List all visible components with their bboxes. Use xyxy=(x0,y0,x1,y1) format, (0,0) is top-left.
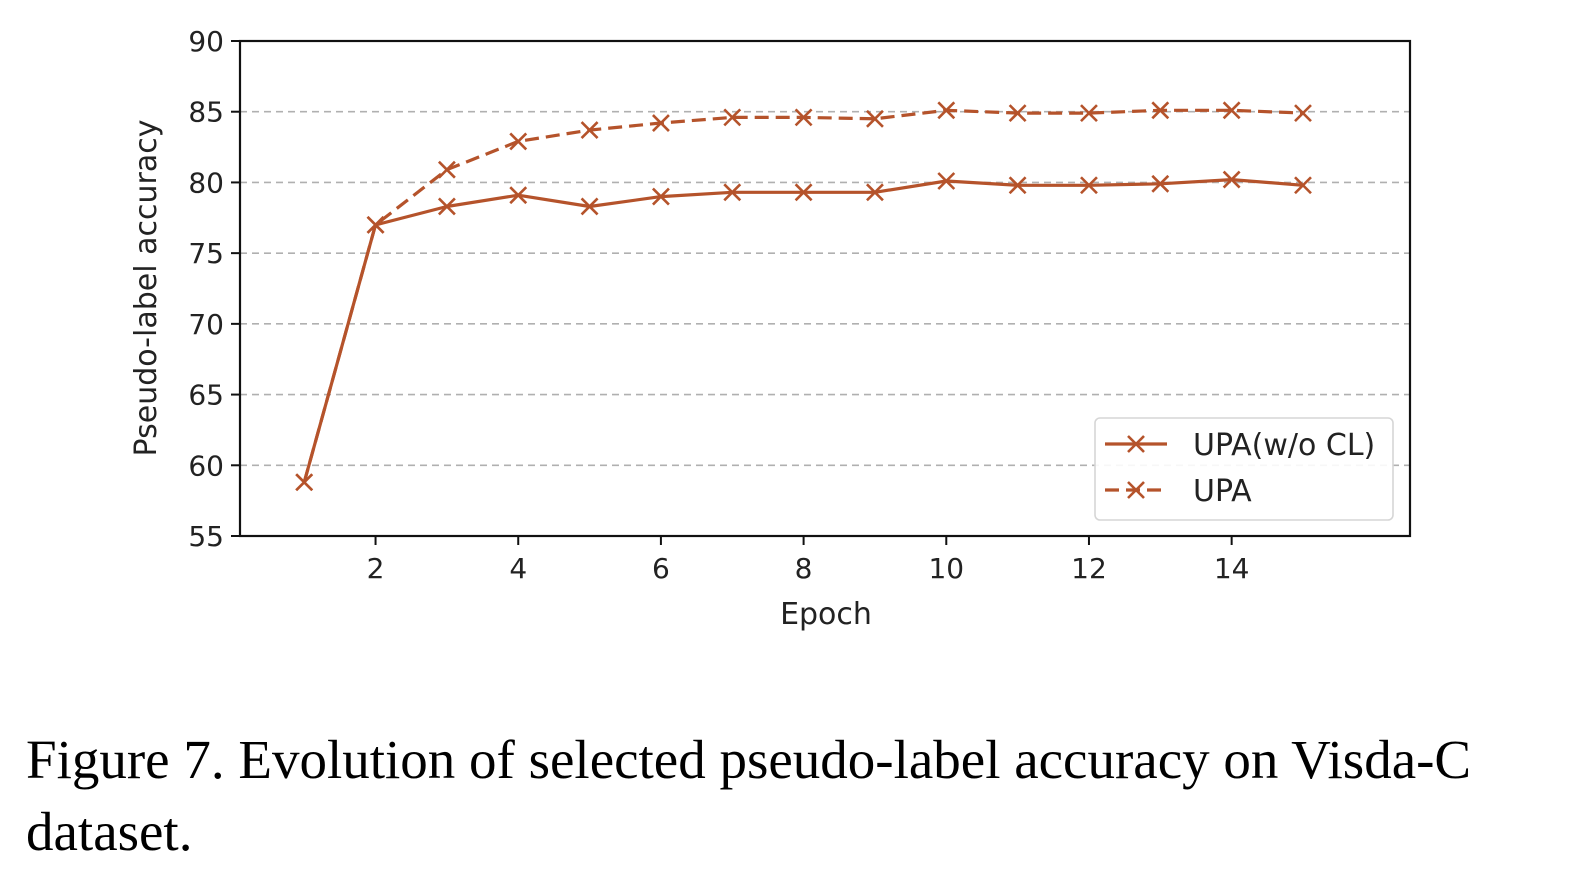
marker-stroke xyxy=(1294,104,1312,123)
marker-stroke xyxy=(937,101,956,120)
data-point-marker xyxy=(1151,101,1170,120)
marker-stroke xyxy=(1080,104,1098,123)
x-tick-label: 4 xyxy=(509,552,527,585)
data-point-marker xyxy=(1294,176,1312,195)
marker-stroke xyxy=(723,108,742,127)
legend-label: UPA xyxy=(1193,474,1252,509)
data-point-marker xyxy=(866,109,884,128)
data-point-marker xyxy=(794,183,813,202)
y-tick-label: 90 xyxy=(188,25,224,58)
marker-stroke xyxy=(866,109,884,128)
legend: UPA(w/o CL) UPA xyxy=(1094,417,1394,521)
marker-stroke xyxy=(295,473,314,492)
data-point-marker xyxy=(866,183,884,202)
marker-stroke xyxy=(794,108,813,127)
marker-stroke xyxy=(366,215,385,234)
data-point-marker xyxy=(723,183,742,202)
data-point-marker xyxy=(1080,104,1098,123)
marker-stroke xyxy=(1151,174,1170,193)
marker-stroke xyxy=(937,172,956,190)
marker-stroke xyxy=(1008,176,1027,195)
y-tick-label: 65 xyxy=(188,379,224,412)
data-point-marker xyxy=(437,160,456,179)
legend-marker xyxy=(1127,481,1145,499)
marker-stroke xyxy=(866,183,884,202)
data-point-marker xyxy=(1080,176,1098,195)
y-tick-label: 85 xyxy=(188,96,224,129)
grid-lines xyxy=(240,110,1410,467)
y-tick-label: 55 xyxy=(188,520,224,553)
data-point-marker xyxy=(794,108,813,127)
marker-stroke xyxy=(723,183,742,202)
y-tick-label: 80 xyxy=(188,166,224,199)
marker-stroke xyxy=(1008,104,1027,123)
legend-marker xyxy=(1127,435,1145,453)
y-tick-label: 70 xyxy=(188,308,224,341)
series-layer xyxy=(295,101,1312,492)
marker-stroke xyxy=(1222,170,1241,189)
data-point-marker xyxy=(1222,170,1241,189)
y-tick-label: 75 xyxy=(188,237,224,270)
data-point-marker xyxy=(509,132,528,151)
y-tick-label: 60 xyxy=(188,449,224,482)
series-2 xyxy=(295,101,1312,492)
marker-stroke xyxy=(509,186,528,205)
marker-stroke xyxy=(1222,101,1241,120)
data-point-marker xyxy=(651,187,670,206)
data-point-marker xyxy=(366,215,385,234)
legend-item: UPA xyxy=(1105,474,1252,509)
marker-stroke xyxy=(651,114,670,132)
x-tick-label: 6 xyxy=(652,552,670,585)
data-point-marker xyxy=(1151,174,1170,193)
legend-box xyxy=(1094,417,1394,521)
data-point-marker xyxy=(1008,104,1027,123)
marker-stroke xyxy=(437,160,456,179)
data-point-marker xyxy=(1222,101,1241,120)
data-point-marker xyxy=(723,108,742,127)
legend-label: UPA(w/o CL) xyxy=(1193,428,1375,463)
marker-stroke xyxy=(1294,176,1312,195)
x-tick-label: 10 xyxy=(928,552,964,585)
marker-stroke xyxy=(1151,101,1170,120)
marker-stroke xyxy=(651,187,670,206)
marker-stroke xyxy=(1080,176,1098,195)
x-tick-label: 14 xyxy=(1214,552,1250,585)
marker-stroke xyxy=(509,132,528,151)
data-point-marker xyxy=(580,121,599,140)
data-point-marker xyxy=(937,172,956,190)
axes: 55 60 65 70 75 80 85 90 2 4 6 8 10 12 14 xyxy=(188,25,1412,585)
series-1 xyxy=(295,170,1312,492)
plot-frame xyxy=(238,39,1412,538)
data-point-marker xyxy=(1008,176,1027,195)
x-axis-label: Epoch xyxy=(780,597,872,632)
data-point-marker xyxy=(651,114,670,132)
legend-item: UPA(w/o CL) xyxy=(1105,428,1375,463)
x-tick-label: 12 xyxy=(1071,552,1107,585)
data-point-marker xyxy=(937,101,956,120)
data-point-marker xyxy=(509,186,528,205)
figure-caption: Figure 7. Evolution of selected pseudo-l… xyxy=(26,729,1472,862)
marker-stroke xyxy=(580,121,599,140)
data-point-marker xyxy=(437,197,456,216)
data-point-marker xyxy=(580,197,599,216)
marker-stroke xyxy=(437,197,456,216)
x-tick-label: 2 xyxy=(367,552,385,585)
marker-stroke xyxy=(580,197,599,216)
x-tick-label: 8 xyxy=(795,552,813,585)
y-axis-label: Pseudo-label accuracy xyxy=(129,120,164,457)
marker-stroke xyxy=(794,183,813,202)
data-point-marker xyxy=(295,473,314,492)
data-point-marker xyxy=(1294,104,1312,123)
